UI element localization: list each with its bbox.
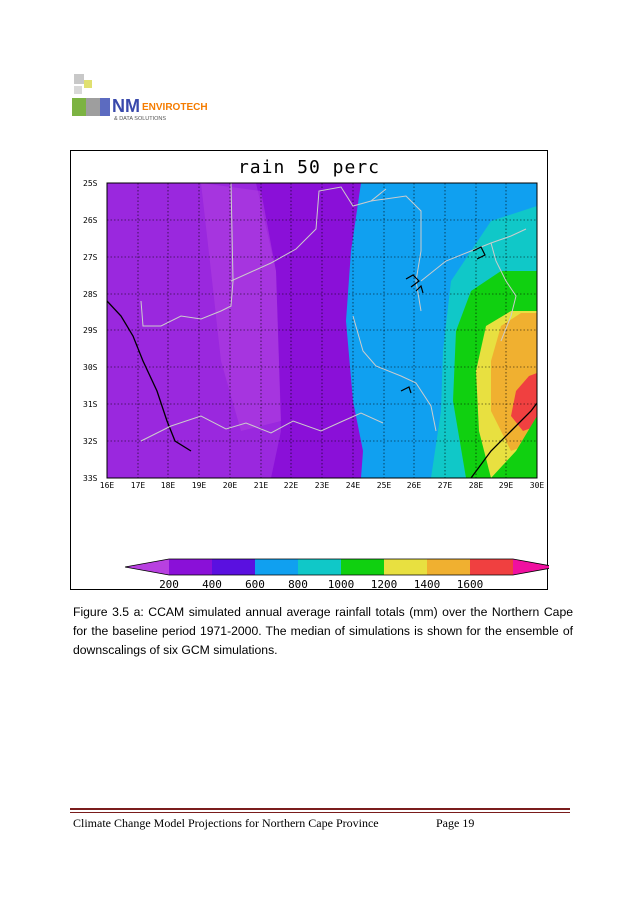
colorbar-label: 400 [202,578,222,591]
map-border [106,182,538,479]
lon-label: 23E [315,481,330,490]
lat-label: 28S [83,290,98,299]
lat-label: 33S [83,474,98,483]
lat-label: 30S [83,363,98,372]
colorbar-left-arrow [125,559,169,575]
colorbar-label: 1000 [328,578,355,591]
colorbar-segment [255,559,298,575]
lat-label: 25S [83,179,98,188]
map-lakes [400,246,486,394]
lon-label: 18E [161,481,176,490]
lat-label: 26S [83,216,98,225]
map-boundaries [107,183,537,478]
lon-label: 22E [284,481,299,490]
lat-label: 31S [83,400,98,409]
colorbar-label: 1600 [457,578,484,591]
colorbar-segment [384,559,427,575]
colorbar-segment [427,559,470,575]
footer-page-number: Page 19 [436,816,475,830]
footer-rule-thin [70,812,570,813]
lon-label: 29E [499,481,514,490]
svg-text:ENVIROTECH: ENVIROTECH [142,102,208,113]
footer-document-title: Climate Change Model Projections for Nor… [73,816,379,830]
latitude-labels: 25S 26S 27S 28S 29S 30S 31S 32S 33S [83,179,98,483]
longitude-labels: 16E 17E 18E 19E 20E 21E 22E 23E 24E 25E … [100,481,545,490]
lat-label: 29S [83,326,98,335]
logo-graphic: NM ENVIROTECH & DATA SOLUTIONS [72,74,208,122]
lon-label: 19E [192,481,207,490]
figure-caption: Figure 3.5 a: CCAM simulated annual aver… [73,605,573,657]
lon-label: 16E [100,481,115,490]
colorbar-label: 1400 [414,578,441,591]
footer-rule [70,808,570,810]
lon-label: 28E [469,481,484,490]
colorbar-label: 200 [159,578,179,591]
colorbar-label: 600 [245,578,265,591]
company-logo: NM ENVIROTECH & DATA SOLUTIONS [70,72,210,122]
svg-text:& DATA SOLUTIONS: & DATA SOLUTIONS [114,116,166,122]
lon-label: 30E [530,481,545,490]
lon-label: 24E [346,481,361,490]
lat-label: 32S [83,437,98,446]
rainfall-map: 25S 26S 27S 28S 29S 30S 31S 32S 33S 16E … [83,179,549,591]
colorbar-label: 800 [288,578,308,591]
colorbar-right-arrow [513,559,549,575]
colorbar-segment [470,559,513,575]
map-grid [107,183,537,478]
svg-text:NM: NM [112,96,140,116]
lat-label: 27S [83,253,98,262]
colorbar-segment [212,559,255,575]
lon-label: 27E [438,481,453,490]
colorbar [124,558,549,576]
lon-label: 17E [131,481,146,490]
colorbar-segment [341,559,384,575]
lon-label: 26E [407,481,422,490]
colorbar-segment [298,559,341,575]
colorbar-labels: 200 400 600 800 1000 1200 1400 1600 [159,578,483,591]
lon-label: 25E [377,481,392,490]
lon-label: 21E [254,481,269,490]
colorbar-label: 1200 [371,578,398,591]
lon-label: 20E [223,481,238,490]
map-title: rain 50 perc [237,157,381,178]
rainfall-map-figure: rain 50 perc [70,150,549,591]
colorbar-segment [169,559,212,575]
